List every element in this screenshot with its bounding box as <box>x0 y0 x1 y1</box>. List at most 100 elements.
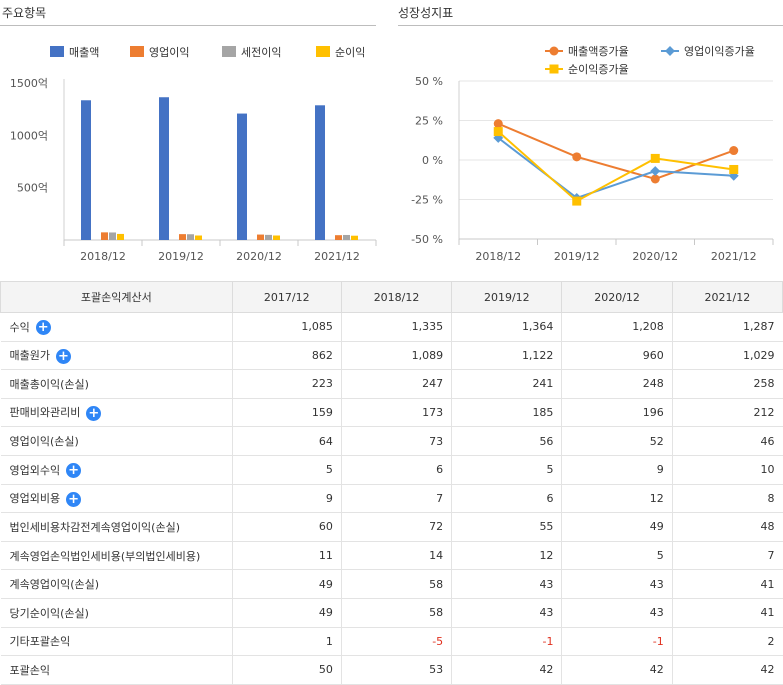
table-row: 판매비와관리비 +159 173 185 196 212 <box>0 398 783 428</box>
row-label: 판매비와관리비 + <box>0 398 233 428</box>
row-value: 5 <box>231 455 342 485</box>
row-value: 1,085 <box>231 312 342 342</box>
legend-label-세전이익: 세전이익 <box>241 46 281 59</box>
row-label-text: 영업외비용 <box>9 492 61 506</box>
row-label: 영업외수익 + <box>0 455 233 485</box>
row-label-text: 판매비와관리비 <box>9 406 81 420</box>
row-label-text: 영업이익(손실) <box>9 435 79 449</box>
table-header-year: 2021/12 <box>671 281 783 313</box>
y-tick-label: 25 % <box>415 115 443 128</box>
line-chart-title-divider <box>398 25 783 26</box>
row-value: 1,089 <box>340 341 452 371</box>
x-tick-label: 2021/12 <box>314 250 360 263</box>
row-value: 56 <box>451 426 562 456</box>
row-label: 포괄손익 <box>0 655 233 685</box>
legend-label-영업이익증가율: 영업이익증가율 <box>684 45 755 58</box>
point-매출액증가율-2019/12 <box>572 152 582 162</box>
bar-세전이익-2019/12 <box>187 234 194 240</box>
row-value: 223 <box>231 369 342 399</box>
row-value: 58 <box>340 598 452 628</box>
table-header-row: 포괄손익계산서 2017/12 2018/12 2019/12 2020/12 2021/… <box>0 281 783 313</box>
bar-영업이익-2018/12 <box>101 232 108 240</box>
legend-swatch-영업이익 <box>130 46 144 57</box>
expand-plus-icon[interactable]: + <box>66 463 82 479</box>
row-value: 64 <box>231 426 342 456</box>
row-value: 5 <box>561 541 673 571</box>
row-value: 247 <box>340 369 452 399</box>
row-value: 49 <box>561 512 673 542</box>
y-tick-label: 500억 <box>17 182 48 195</box>
income-statement-table: 포괄손익계산서 2017/12 2018/12 2019/12 2020/12 2021/… <box>0 281 783 685</box>
row-value: 43 <box>561 569 673 599</box>
y-tick-label: 0 % <box>422 154 443 167</box>
row-value: 7 <box>671 541 783 571</box>
row-value: 48 <box>671 512 783 542</box>
row-value: 12 <box>451 541 562 571</box>
row-value: 173 <box>340 398 452 428</box>
row-value: 46 <box>671 426 783 456</box>
bar-영업이익-2021/12 <box>335 235 342 240</box>
row-value: 42 <box>671 655 783 685</box>
point-순이익증가율-2020/12 <box>650 153 660 163</box>
expand-plus-icon[interactable]: + <box>66 491 82 507</box>
point-매출액증가율-2018/12 <box>493 119 503 129</box>
row-value: 196 <box>561 398 673 428</box>
table-row: 수익 +1,085 1,335 1,364 1,208 1,287 <box>0 312 783 342</box>
bar-chart-title: 주요항목 <box>2 6 47 20</box>
bar-영업이익-2019/12 <box>179 234 186 240</box>
bar-순이익-2021/12 <box>351 235 358 240</box>
row-value: 60 <box>231 512 342 542</box>
y-tick-label: 1000억 <box>10 129 48 142</box>
x-tick-label: 2021/12 <box>711 250 757 263</box>
y-tick-label: -50 % <box>411 233 443 246</box>
row-label-text: 영업외수익 <box>9 463 61 477</box>
row-value: 55 <box>451 512 562 542</box>
row-value: 248 <box>561 369 673 399</box>
legend-swatch-매출액 <box>50 46 64 57</box>
row-value: 241 <box>451 369 562 399</box>
bar-매출액-2020/12 <box>237 113 247 240</box>
row-label: 영업이익(손실) <box>0 426 233 456</box>
row-label-text: 매출원가 <box>9 349 50 363</box>
expand-plus-icon[interactable]: + <box>86 405 102 421</box>
x-tick-label: 2020/12 <box>236 250 282 263</box>
table-row: 법인세비용차감전계속영업이익(손실) 60 72 55 49 48 <box>0 512 783 542</box>
row-value: 1,335 <box>340 312 452 342</box>
bar-순이익-2019/12 <box>195 235 202 240</box>
row-label-text: 계속영업이익(손실) <box>9 578 100 592</box>
series-line-영업이익증가율 <box>497 137 734 200</box>
row-value: 42 <box>451 655 562 685</box>
row-label-text: 매출총이익(손실) <box>9 377 89 391</box>
row-value: 258 <box>671 369 783 399</box>
row-value: 53 <box>340 655 452 685</box>
row-label: 법인세비용차감전계속영업이익(손실) <box>0 512 233 542</box>
row-value: 212 <box>671 398 783 428</box>
row-value: 49 <box>231 569 342 599</box>
row-value: 43 <box>561 598 673 628</box>
expand-plus-icon[interactable]: + <box>35 320 51 336</box>
row-label: 수익 + <box>0 312 233 342</box>
row-value: 9 <box>231 484 342 514</box>
bar-chart: 매출액 영업이익 세전이익 순이익 500억 1000억 1500억 2018/12 2019/… <box>10 46 377 263</box>
bar-세전이익-2021/12 <box>343 234 350 240</box>
x-tick-label: 2019/12 <box>158 250 204 263</box>
legend-label-매출액: 매출액 <box>69 46 99 59</box>
row-label-text: 법인세비용차감전계속영업이익(손실) <box>9 520 181 534</box>
row-value: 1,122 <box>451 341 562 371</box>
table-row: 영업외비용 +9 7 6 12 8 <box>0 484 783 514</box>
table-header-year: 2017/12 <box>231 281 342 313</box>
row-value: -1 <box>451 627 562 657</box>
row-value: 6 <box>340 455 452 485</box>
row-label: 계속영업손익법인세비용(부의법인세비용) <box>0 541 233 571</box>
row-value: 49 <box>231 598 342 628</box>
row-label: 매출원가 + <box>0 341 233 371</box>
legend-marker-순이익증가율 <box>549 64 559 74</box>
row-value: 960 <box>561 341 673 371</box>
row-value: -5 <box>340 627 452 657</box>
expand-plus-icon[interactable]: + <box>55 348 71 364</box>
table-row: 기타포괄손익 1 -5 -1 -1 2 <box>0 627 783 657</box>
row-label-text: 수익 <box>9 320 30 334</box>
row-value: 159 <box>231 398 342 428</box>
row-value: 50 <box>231 655 342 685</box>
